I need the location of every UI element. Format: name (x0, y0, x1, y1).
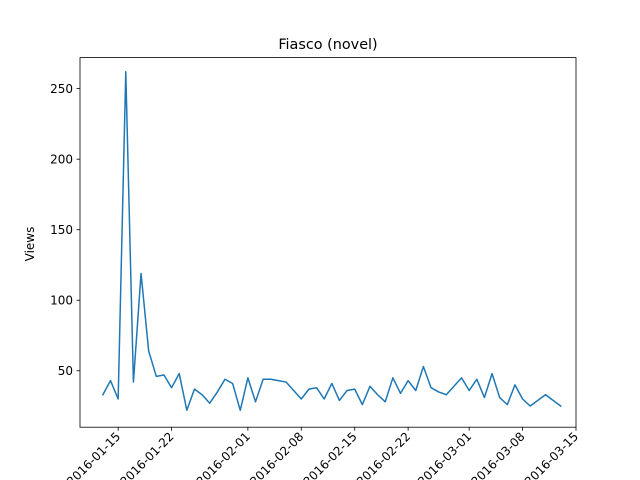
y-tick-label: 100 (50, 293, 73, 307)
y-tick-label: 50 (58, 364, 73, 378)
plot-area (101, 70, 562, 412)
y-tick-label: 200 (50, 152, 73, 166)
y-axis-label: Views (23, 227, 37, 262)
y-tick-label: 150 (50, 223, 73, 237)
y-tick-label: 250 (50, 82, 73, 96)
axes-frame (79, 57, 577, 428)
series-line-0 (101, 70, 562, 412)
y-axis: 50 100 150 200 250 (50, 82, 80, 378)
chart-title: Fiasco (novel) (278, 37, 377, 53)
